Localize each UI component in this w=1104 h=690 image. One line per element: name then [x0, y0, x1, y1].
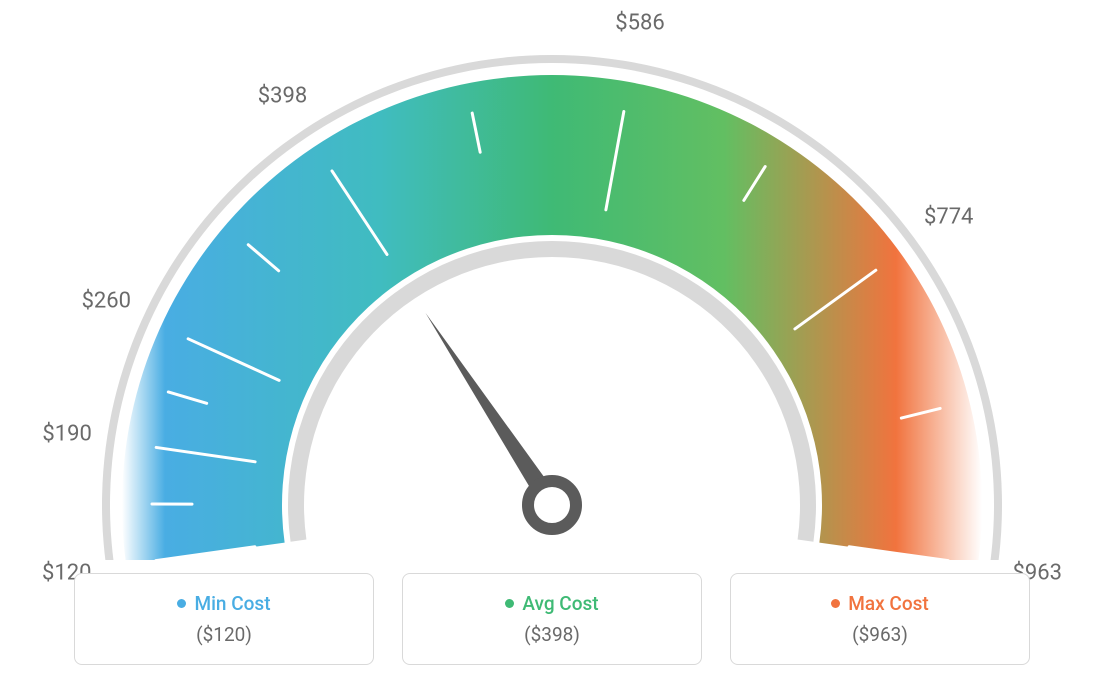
legend-value-min: ($120)	[196, 623, 252, 646]
gauge-area: $120$190$260$398$586$774$963	[0, 0, 1104, 560]
legend-value-max: ($963)	[852, 623, 908, 646]
legend-row: Min Cost ($120) Avg Cost ($398) Max Cost…	[0, 573, 1104, 665]
dot-icon	[177, 599, 186, 608]
legend-label-max: Max Cost	[848, 592, 928, 615]
page: $120$190$260$398$586$774$963 Min Cost ($…	[0, 0, 1104, 690]
gauge-chart	[0, 0, 1104, 560]
gauge-tick-label: $774	[924, 205, 973, 230]
legend-title-avg: Avg Cost	[505, 592, 598, 615]
legend-title-min: Min Cost	[177, 592, 270, 615]
gauge-tick-label: $398	[258, 83, 307, 108]
legend-label-avg: Avg Cost	[522, 592, 598, 615]
legend-value-avg: ($398)	[524, 623, 580, 646]
legend-label-min: Min Cost	[194, 592, 270, 615]
dot-icon	[831, 599, 840, 608]
legend-card-max: Max Cost ($963)	[730, 573, 1030, 665]
gauge-tick-label: $190	[42, 422, 91, 447]
legend-card-min: Min Cost ($120)	[74, 573, 374, 665]
gauge-tick-label: $586	[615, 10, 664, 35]
legend-card-avg: Avg Cost ($398)	[402, 573, 702, 665]
dot-icon	[505, 599, 514, 608]
legend-title-max: Max Cost	[831, 592, 928, 615]
gauge-tick-label: $260	[82, 289, 131, 314]
